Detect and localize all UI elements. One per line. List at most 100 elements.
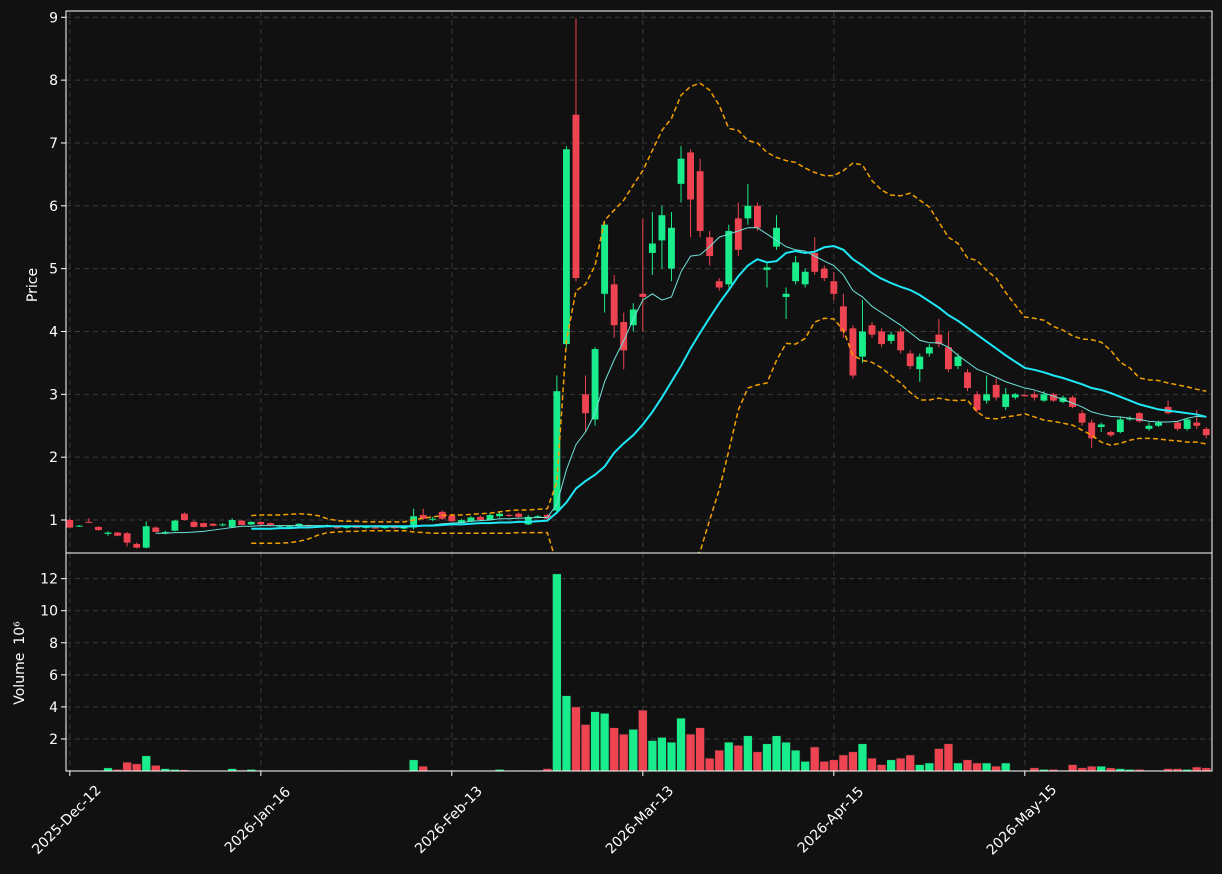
volume-bar — [695, 727, 705, 771]
candle-body — [161, 531, 169, 534]
y-tick-label: 7 — [49, 136, 58, 152]
volume-bar — [886, 759, 896, 771]
candle-body — [457, 520, 465, 524]
y-tick-label: 9 — [49, 10, 58, 26]
candle-body — [104, 532, 112, 534]
candle-body — [1193, 422, 1201, 426]
volume-bar — [924, 762, 935, 771]
volume-bar — [609, 727, 619, 771]
volume-bar — [1067, 764, 1078, 771]
candle-body — [1116, 419, 1124, 433]
volume-bar — [590, 711, 600, 771]
candle-body — [916, 356, 924, 370]
volume-bar — [905, 754, 915, 771]
volume-bar — [122, 761, 132, 771]
candle-body — [725, 230, 733, 285]
volume-bar — [638, 709, 648, 771]
candle-body — [1183, 419, 1191, 429]
candle-body — [1040, 394, 1048, 401]
volume-bar — [848, 751, 858, 771]
y-tick-label: 4 — [49, 324, 58, 340]
candle-body — [1078, 413, 1086, 423]
volume-bar — [580, 724, 591, 771]
candle-body — [849, 328, 857, 376]
volume-bar — [561, 695, 572, 771]
candle-body — [209, 523, 217, 526]
candle-body — [944, 347, 952, 370]
candle-body — [782, 293, 790, 297]
overlay-line — [251, 244, 1207, 530]
volume-bar — [666, 741, 677, 771]
volume-bar — [934, 748, 944, 771]
y-tick-label: 6 — [49, 668, 58, 684]
candle-body — [371, 527, 379, 529]
candle-body — [658, 215, 666, 241]
candle-body — [142, 526, 150, 548]
candle-body — [1155, 422, 1162, 426]
candle-body — [811, 252, 819, 272]
candle-body — [935, 334, 943, 345]
candle-body — [95, 526, 102, 531]
volume-bar — [1192, 766, 1202, 771]
candle-body — [715, 281, 723, 288]
volume-bar — [1001, 762, 1011, 771]
candle-body — [123, 533, 131, 543]
candle-body — [1097, 424, 1105, 428]
volume-bar — [829, 759, 839, 771]
volume-bar — [867, 757, 877, 771]
candle-body — [878, 331, 886, 345]
y-tick-label: 1 — [49, 513, 58, 529]
candle-body — [410, 516, 418, 528]
volume-bar — [819, 761, 829, 771]
overlay-line — [251, 82, 1207, 523]
volume-bar — [810, 746, 820, 771]
candle-body — [515, 513, 523, 517]
y-tick-label: 2 — [49, 450, 58, 466]
candle-body — [610, 284, 618, 326]
candle-body — [839, 306, 847, 332]
volume-bar — [103, 767, 113, 771]
volume-label: Volume — [12, 653, 28, 705]
candle-body — [238, 520, 246, 526]
candle-body — [200, 523, 207, 527]
y-tick-label: 2 — [49, 732, 58, 748]
candle-body — [983, 394, 991, 401]
candle-body — [1002, 394, 1010, 407]
candle-body — [792, 262, 800, 282]
candle-body — [1174, 422, 1182, 429]
candle-body — [133, 543, 141, 548]
candle-body — [830, 281, 838, 294]
volume-bar — [991, 765, 1001, 771]
candle-body — [954, 356, 962, 367]
volume-bar — [1086, 765, 1097, 771]
volume-frame — [65, 552, 1213, 772]
volume-bar — [895, 757, 906, 771]
y-tick-label: 4 — [49, 700, 58, 716]
volume-bar — [647, 740, 658, 771]
candle-body — [381, 526, 389, 529]
volume-bar — [408, 759, 419, 771]
candle-body — [295, 523, 303, 527]
volume-bar — [151, 765, 161, 771]
overlay-line — [251, 317, 1207, 553]
candle-body — [1030, 394, 1038, 398]
candle-body — [601, 224, 609, 294]
candles — [66, 18, 1210, 549]
candle-body — [448, 515, 456, 522]
candle-body — [801, 271, 809, 285]
volume-bar — [800, 761, 810, 771]
volume-bar — [724, 741, 734, 771]
grid — [66, 11, 1212, 771]
candle-body — [620, 322, 628, 351]
volume-bar — [179, 769, 190, 771]
candle-body — [180, 513, 188, 521]
candle-body — [1050, 394, 1057, 401]
volume-bar — [981, 762, 992, 771]
volume-bar — [657, 737, 667, 771]
candle-body — [992, 384, 1000, 398]
volume-bar — [762, 743, 772, 771]
candle-body — [639, 293, 647, 297]
volume-bar — [752, 751, 763, 771]
